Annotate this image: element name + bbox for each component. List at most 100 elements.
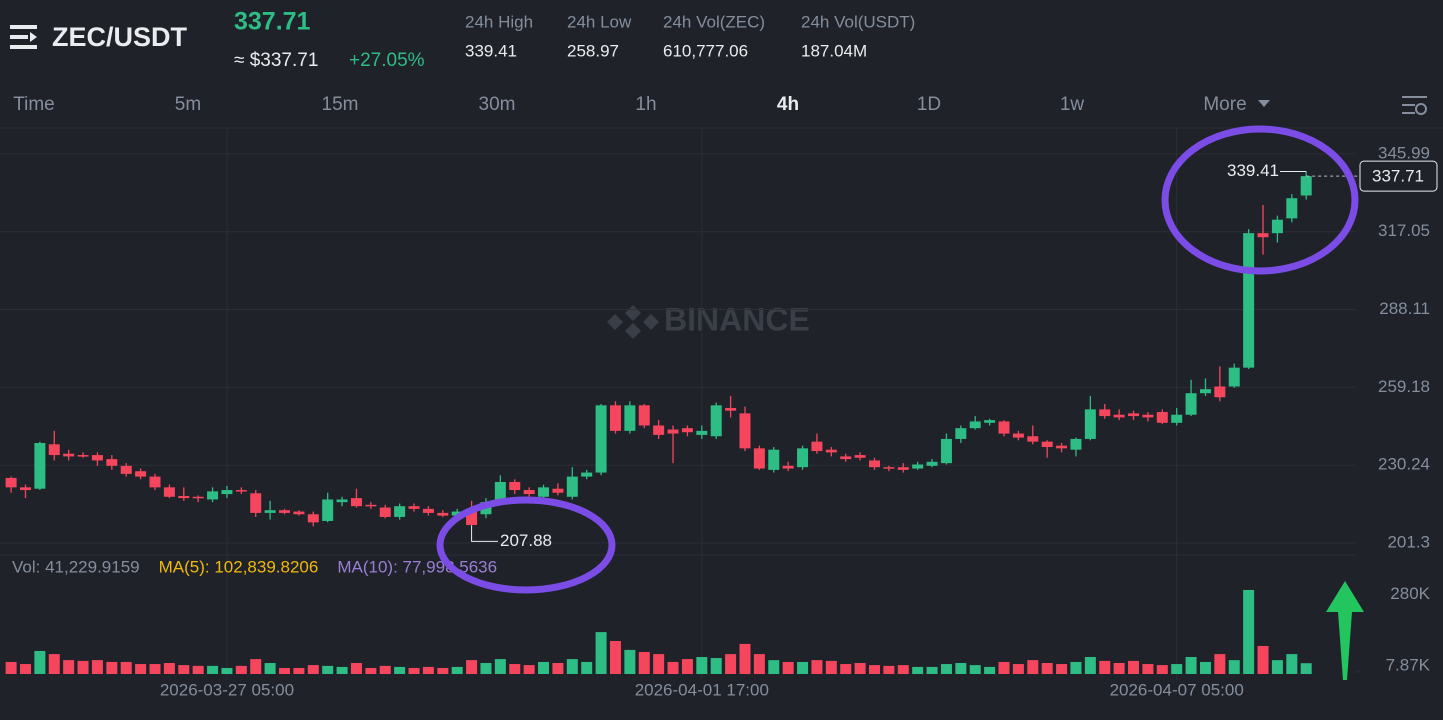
candle-body [365,504,377,507]
volume-bar [1142,664,1154,674]
stat-label: 24h Vol(ZEC) [663,12,765,31]
last-price-box [1359,160,1438,192]
candle-body [1243,233,1255,368]
candle-body [19,487,31,491]
timeframe-tab[interactable]: 15m [322,94,359,115]
volume-bar [192,665,204,674]
candle-body [984,420,996,423]
volume-bar [149,664,161,674]
candle-body [566,476,578,497]
stat-value: 187.04M [801,41,867,60]
volume-bar [840,664,852,674]
y-tick-label: 7.87K [1386,655,1431,674]
candle-body [725,408,737,411]
volume-bar [235,665,247,674]
volume-legend: MA(10): 77,998.5636 [337,557,497,576]
candle-body [1271,219,1283,234]
volume-bar [350,663,362,674]
timeframe-tab[interactable]: 30m [479,94,516,115]
candle-body [192,496,204,499]
volume-bar [566,659,578,674]
candle-body [782,465,794,469]
timeframe-tab[interactable]: More [1203,94,1246,115]
candle-body [494,481,506,503]
candle-body [34,442,46,489]
candle-body [523,490,535,495]
volume-bar [552,663,564,674]
candle-body [264,510,276,513]
y-tick-label: 280K [1390,584,1430,603]
volume-bar [336,666,348,674]
menu-icon[interactable] [10,25,37,49]
candle-body [912,464,924,469]
up-arrow [1326,581,1364,680]
dropdown-arrow [1258,100,1270,107]
timeframe-tab[interactable]: 1h [635,94,656,115]
volume-bar [365,667,377,674]
volume-bar [1199,661,1211,674]
candle-body [1156,412,1168,423]
price-approx: ≈ $337.71 [234,50,318,71]
stat-label: 24h Low [567,12,632,31]
candle-body [1056,445,1068,449]
volume-bar [1113,663,1125,674]
volume-bar [1041,663,1053,674]
candle-body [1099,409,1111,417]
volume-bar [523,665,535,674]
tabs: Time 5m 15m 30m 1h 4h 1D 1w More [13,94,1270,115]
volume-bar [926,666,938,674]
candle-body [955,428,967,439]
volume-bar [1156,665,1168,674]
candle-body [1199,389,1211,394]
volume-bar [696,656,708,674]
volume-bar [595,632,607,674]
candle-body [336,499,348,503]
candle-body [883,467,895,469]
candle-body [451,511,463,516]
volume-bar [681,659,693,674]
volume-bar [1128,660,1140,674]
candle-body [768,449,780,470]
candle-body [408,506,420,509]
candle-body [1171,414,1183,423]
volume-bar [1228,660,1240,674]
high-label: 339.41 [1227,161,1279,180]
candle-body [466,511,478,526]
volume-bar [1099,660,1111,674]
volume-bar [825,660,837,674]
candle-body [48,444,60,456]
volume-bar [250,659,262,674]
candle-body [1128,413,1140,417]
candle-body [1142,414,1154,418]
candle-body [91,455,103,461]
y-tick-label: 317.05 [1378,221,1430,240]
timeframe-tab[interactable]: 1w [1060,94,1085,115]
candle-body [797,448,809,468]
stat-label: 24h High [465,12,533,31]
highlight-circle [1161,125,1359,275]
candle-body [1084,409,1096,439]
volume-bar [5,661,17,674]
volume-bar [509,664,521,674]
volume-bar [739,643,751,674]
candle-body [120,465,132,474]
timeframe-tab[interactable]: 1D [917,94,941,115]
candle-body [1257,233,1269,238]
volume-bar [653,654,665,674]
settings-icon[interactable] [1402,96,1427,115]
candle-body [221,490,233,495]
candle-body [538,487,550,497]
stat-value: 258.97 [567,41,619,60]
volume-bar [106,661,118,674]
volume-bar [1257,645,1269,674]
timeframe-tab[interactable]: 4h [777,94,799,115]
candle-body [63,453,75,457]
timeframe-tab[interactable]: 5m [175,94,201,115]
volume-bar [1214,654,1226,674]
candle-body [437,512,449,516]
volume-bar [466,660,478,674]
candle-body [681,428,693,433]
candle-body [1012,433,1024,438]
timeframe-tab[interactable]: Time [13,94,55,115]
